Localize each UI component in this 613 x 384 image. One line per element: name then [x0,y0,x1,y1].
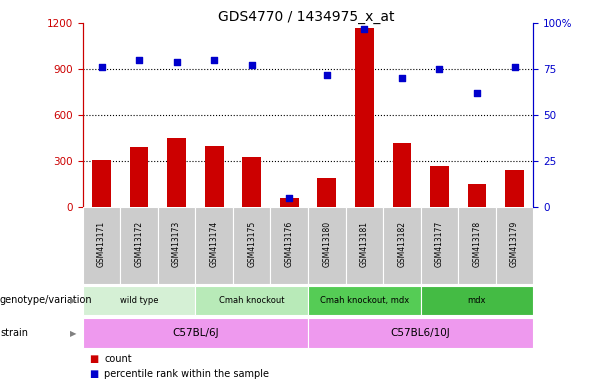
Bar [167,138,186,207]
Bar [430,166,449,207]
Bar [205,146,224,207]
Bar [270,207,308,284]
Bar [496,207,533,284]
Text: GSM413179: GSM413179 [510,221,519,267]
Point [397,75,407,81]
Bar [158,207,196,284]
Text: genotype/variation: genotype/variation [0,295,93,306]
Text: GSM413173: GSM413173 [172,221,181,267]
Bar [242,157,261,207]
Point [435,66,444,72]
Bar [505,170,524,207]
Text: Cmah knockout, mdx: Cmah knockout, mdx [320,296,409,305]
Point [172,59,181,65]
Text: strain: strain [0,328,28,338]
Text: GSM413175: GSM413175 [247,221,256,267]
Text: ▶: ▶ [70,329,77,338]
Text: percentile rank within the sample: percentile rank within the sample [104,369,269,379]
Text: GSM413172: GSM413172 [135,221,143,267]
Bar [421,207,458,284]
Point [472,90,482,96]
Bar [196,207,233,284]
Point [134,57,144,63]
Bar [308,207,346,284]
Text: GSM413174: GSM413174 [210,221,219,267]
Bar [233,207,270,284]
Bar [83,318,308,348]
Bar [308,286,421,315]
Point [322,71,332,78]
Text: GSM413180: GSM413180 [322,221,331,267]
Point [284,195,294,201]
Bar [318,178,336,207]
Bar [83,286,196,315]
Text: GSM413171: GSM413171 [97,221,106,267]
Text: GSM413181: GSM413181 [360,221,369,267]
Bar [120,207,158,284]
Text: GDS4770 / 1434975_x_at: GDS4770 / 1434975_x_at [218,10,395,23]
Bar [308,318,533,348]
Text: count: count [104,354,132,364]
Bar [130,147,148,207]
Bar [383,207,421,284]
Text: ■: ■ [89,354,98,364]
Text: Cmah knockout: Cmah knockout [219,296,284,305]
Text: ▶: ▶ [70,296,77,305]
Text: C57BL/6J: C57BL/6J [172,328,219,338]
Bar [196,286,308,315]
Bar [346,207,383,284]
Text: ■: ■ [89,369,98,379]
Text: GSM413177: GSM413177 [435,221,444,267]
Text: GSM413178: GSM413178 [473,221,481,267]
Point [509,64,519,70]
Bar [468,184,486,207]
Text: C57BL6/10J: C57BL6/10J [391,328,451,338]
Bar [280,198,299,207]
Point [209,57,219,63]
Text: mdx: mdx [468,296,486,305]
Point [97,64,107,70]
Bar [421,286,533,315]
Text: GSM413176: GSM413176 [285,221,294,267]
Bar [83,207,120,284]
Bar [392,143,411,207]
Bar [355,28,374,207]
Point [247,62,257,68]
Bar [92,160,111,207]
Bar [458,207,496,284]
Text: GSM413182: GSM413182 [397,221,406,267]
Point [359,25,369,31]
Text: wild type: wild type [120,296,158,305]
